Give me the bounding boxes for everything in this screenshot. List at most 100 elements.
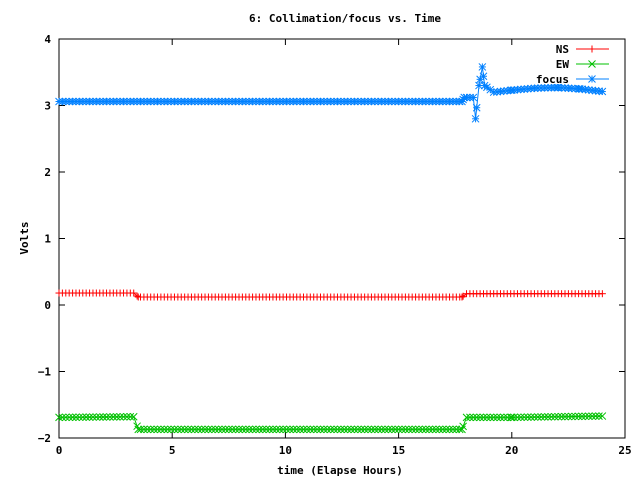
- y-tick-label: 4: [44, 33, 51, 46]
- legend-label: NS: [556, 43, 569, 56]
- data-point: [588, 412, 597, 421]
- data-point: [333, 425, 342, 434]
- data-point: [425, 425, 434, 434]
- data-point: [330, 425, 338, 434]
- data-point: [384, 425, 393, 434]
- data-point: [537, 413, 546, 421]
- data-point: [377, 425, 386, 434]
- data-point: [421, 425, 430, 434]
- data-point: [507, 413, 516, 422]
- data-point: [279, 425, 287, 434]
- data-point: [591, 412, 600, 421]
- data-point: [238, 425, 247, 434]
- data-point: [303, 425, 311, 434]
- data-point: [486, 413, 495, 422]
- data-point: [313, 425, 321, 434]
- data-point: [170, 425, 179, 434]
- data-point: [469, 413, 478, 422]
- data-point: [207, 425, 216, 434]
- data-point: [442, 425, 450, 434]
- data-point: [561, 412, 569, 421]
- data-point: [130, 289, 138, 297]
- x-tick-label: 5: [169, 444, 176, 457]
- data-point: [367, 425, 376, 434]
- data-point: [109, 413, 118, 421]
- data-point: [269, 425, 277, 434]
- series-NS: [55, 289, 606, 301]
- data-point: [89, 413, 97, 421]
- data-point: [65, 413, 74, 422]
- data-point: [231, 425, 240, 434]
- data-point: [258, 425, 267, 434]
- data-point: [106, 413, 114, 421]
- data-point: [99, 413, 108, 421]
- data-point: [476, 413, 484, 422]
- y-axis-label: Volts: [18, 221, 31, 254]
- data-point: [567, 412, 576, 421]
- data-point: [391, 425, 400, 434]
- data-point: [252, 425, 260, 434]
- data-point: [299, 425, 308, 434]
- data-point: [129, 412, 138, 421]
- data-point: [471, 114, 480, 123]
- data-point: [68, 413, 77, 422]
- data-point: [469, 93, 478, 102]
- data-point: [323, 425, 332, 434]
- data-point: [479, 413, 488, 422]
- data-point: [218, 425, 226, 434]
- data-point: [82, 413, 91, 421]
- data-point: [296, 425, 304, 434]
- data-point: [224, 425, 233, 434]
- data-point: [136, 425, 145, 434]
- data-point: [214, 425, 223, 434]
- y-tick-label: 2: [44, 166, 51, 179]
- data-point: [126, 412, 135, 421]
- data-point: [401, 425, 410, 434]
- data-point: [262, 425, 271, 434]
- data-point: [116, 412, 124, 421]
- data-point: [500, 413, 508, 422]
- data-point: [72, 413, 80, 422]
- data-point: [458, 293, 466, 301]
- data-point: [248, 425, 257, 434]
- data-point: [134, 425, 143, 434]
- series-layer: [55, 63, 607, 434]
- data-point: [282, 425, 291, 434]
- data-point: [510, 413, 518, 422]
- data-point: [472, 103, 481, 112]
- data-point: [360, 425, 369, 434]
- data-point: [584, 412, 593, 421]
- data-point: [445, 425, 454, 434]
- data-point: [190, 425, 199, 434]
- data-point: [493, 413, 501, 422]
- data-point: [235, 425, 243, 434]
- data-point: [381, 425, 389, 434]
- data-point: [557, 412, 566, 421]
- data-point: [540, 413, 549, 421]
- data-point: [320, 425, 328, 434]
- data-point: [197, 425, 206, 434]
- data-point: [404, 425, 413, 434]
- data-point: [581, 412, 590, 421]
- data-point: [211, 425, 220, 434]
- data-point: [547, 412, 556, 421]
- y-tick-label: −2: [38, 432, 51, 445]
- data-point: [194, 425, 203, 434]
- data-point: [472, 413, 481, 422]
- data-point: [61, 413, 70, 422]
- data-point: [55, 413, 63, 422]
- data-point: [92, 413, 101, 421]
- data-point: [364, 425, 372, 434]
- data-point: [340, 425, 349, 434]
- data-point: [398, 425, 406, 434]
- data-point: [478, 63, 487, 71]
- data-point: [157, 425, 165, 434]
- x-axis-label: time (Elapse Hours): [277, 464, 403, 477]
- x-tick-label: 25: [618, 444, 631, 457]
- x-tick-label: 10: [279, 444, 292, 457]
- data-point: [550, 412, 559, 421]
- data-point: [123, 412, 131, 421]
- data-point: [489, 413, 498, 422]
- data-point: [438, 425, 447, 434]
